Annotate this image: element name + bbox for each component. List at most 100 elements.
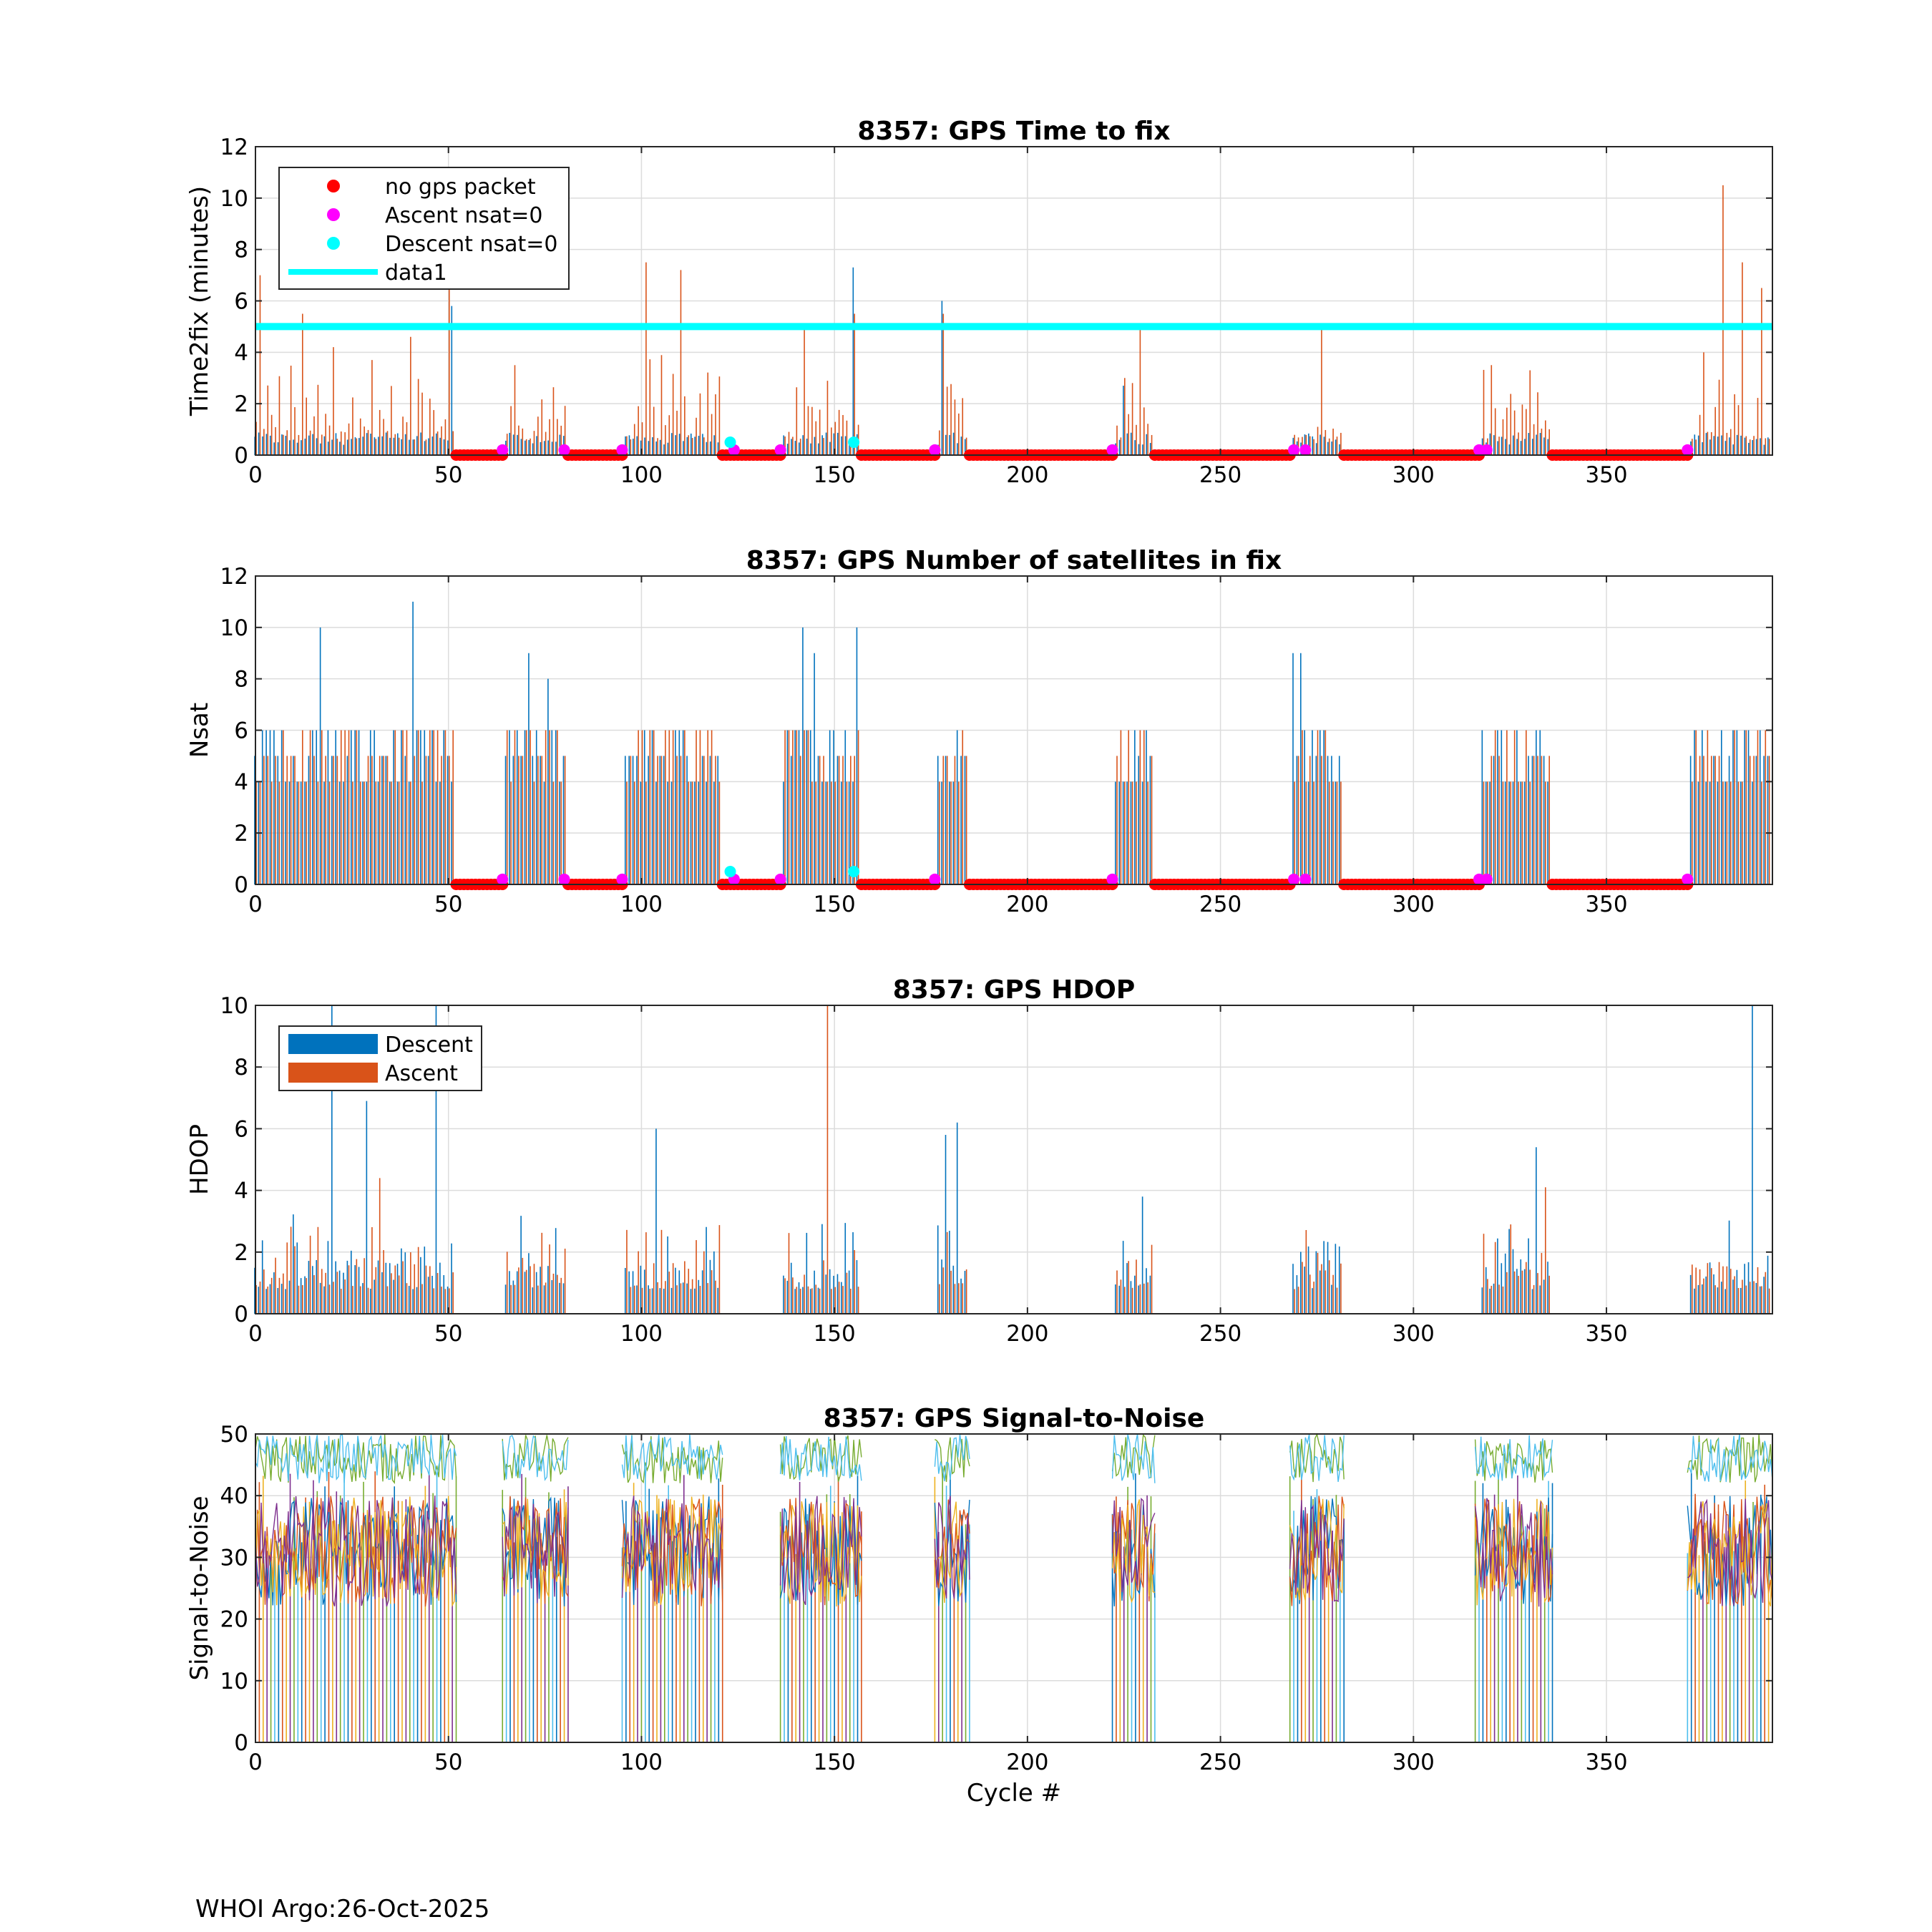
snr-line: [934, 1501, 970, 1604]
y-tick-label: 2: [234, 1240, 248, 1266]
ascent-nsat0-marker: [616, 444, 628, 456]
x-tick-label: 150: [814, 1750, 856, 1775]
legend-entry: no gps packet: [385, 175, 536, 200]
legend-marker-no-gps: [327, 180, 340, 192]
snr-line: [1474, 1439, 1553, 1483]
snr-line: [1289, 1498, 1345, 1601]
snr-line: [621, 1498, 723, 1606]
y-tick-label: 4: [234, 1179, 248, 1204]
x-tick-label: 50: [434, 1750, 462, 1775]
x-tick-label: 200: [1006, 1321, 1048, 1347]
descent-nsat0-marker: [848, 436, 860, 449]
x-tick-label: 0: [248, 462, 263, 488]
y-tick-label: 8: [234, 1055, 248, 1080]
y-tick-label: 6: [234, 289, 248, 315]
ascent-nsat0-marker: [1106, 873, 1118, 885]
snr-line: [255, 1496, 457, 1607]
snr-line: [621, 1434, 723, 1480]
descent-nsat0-marker: [724, 866, 736, 878]
plot-area: [255, 1005, 1772, 1314]
snr-line: [1289, 1500, 1345, 1603]
x-tick-label: 250: [1199, 1321, 1241, 1347]
snr-line: [1474, 1435, 1553, 1481]
axes-frame: [255, 1005, 1773, 1314]
ascent-nsat0-marker: [774, 873, 786, 885]
axes-frame: [255, 1433, 1773, 1743]
y-tick-label: 12: [220, 564, 248, 590]
x-tick-label: 300: [1392, 1321, 1435, 1347]
y-tick-label: 10: [220, 186, 248, 212]
y-tick-label: 2: [234, 821, 248, 847]
snr-line: [1289, 1434, 1345, 1483]
chart-title: 8357: GPS Time to fix: [857, 117, 1170, 146]
y-tick-label: 0: [234, 1302, 248, 1327]
x-tick-label: 100: [620, 462, 663, 488]
snr-line: [779, 1501, 862, 1607]
y-tick-label: 10: [220, 615, 248, 641]
y-tick-label: 6: [234, 718, 248, 744]
x-tick-label: 150: [814, 462, 856, 488]
x-tick-label: 100: [620, 892, 663, 917]
y-tick-label: 8: [234, 667, 248, 693]
x-tick-label: 150: [814, 1321, 856, 1347]
snr-line: [502, 1435, 569, 1481]
legend-marker-descent-nsat0: [327, 237, 340, 250]
x-tick-label: 150: [814, 892, 856, 917]
snr-line: [255, 1433, 457, 1483]
x-tick-label: 0: [248, 1321, 263, 1347]
y-tick-label: 20: [220, 1607, 248, 1633]
x-tick-label: 100: [620, 1321, 663, 1347]
x-tick-label: 300: [1392, 892, 1435, 917]
legend-hdop: Descent Ascent: [278, 1025, 482, 1091]
x-tick-label: 250: [1199, 1750, 1241, 1775]
x-tick-label: 50: [434, 462, 462, 488]
legend-marker-ascent-nsat0: [327, 208, 340, 221]
snr-line: [779, 1498, 862, 1606]
chart-title: 8357: GPS Signal-to-Noise: [824, 1404, 1205, 1433]
snr-line: [1687, 1496, 1773, 1606]
snr-line: [502, 1496, 569, 1604]
x-tick-label: 0: [248, 1750, 263, 1775]
x-tick-label: 100: [620, 1750, 663, 1775]
y-tick-label: 2: [234, 391, 248, 417]
snr-line: [1474, 1498, 1553, 1607]
snr-line: [1687, 1434, 1773, 1483]
snr-line: [255, 1496, 457, 1607]
legend-swatch-descent: [288, 1034, 378, 1054]
snr-line: [1111, 1499, 1156, 1604]
x-tick-label: 50: [434, 892, 462, 917]
x-tick-label: 350: [1585, 462, 1627, 488]
panel-1: 0 50 100 150 200 250 300 350 0 2 4 6 8 10 12 8357: GPS …: [185, 117, 1773, 488]
legend-swatch-ascent: [288, 1063, 378, 1083]
snr-line: [1111, 1433, 1156, 1478]
ascent-nsat0-marker: [774, 444, 786, 456]
x-axis-label: Cycle #: [967, 1779, 1061, 1807]
ascent-nsat0-marker: [1682, 873, 1694, 885]
y-tick-label: 30: [220, 1545, 248, 1571]
y-tick-label: 4: [234, 769, 248, 795]
legend-entry: Ascent: [385, 1061, 458, 1086]
ascent-nsat0-marker: [497, 873, 509, 885]
ascent-nsat0-marker: [1480, 873, 1493, 885]
panel-4: 0 50 100 150 200 250 300 350 0 10 20 30 40 50 8357: GP…: [185, 1404, 1773, 1807]
chart-title: 8357: GPS Number of satellites in fix: [746, 546, 1282, 575]
snr-line: [621, 1496, 723, 1602]
y-axis-label: Time2fix (minutes): [185, 186, 214, 416]
ascent-nsat0-marker: [929, 444, 941, 456]
ascent-nsat0-marker: [929, 873, 941, 885]
y-tick-label: 0: [234, 443, 248, 469]
legend-entry: Ascent nsat=0: [385, 203, 542, 228]
data-series: [255, 1433, 1773, 1742]
legend-entry: data1: [385, 260, 447, 286]
snr-line: [934, 1434, 970, 1482]
y-axis-label: Nsat: [185, 703, 214, 758]
y-tick-label: 50: [220, 1422, 248, 1448]
data-series: [254, 1005, 1770, 1314]
x-tick-label: 300: [1392, 462, 1435, 488]
y-axis-label: HDOP: [185, 1124, 214, 1195]
y-tick-label: 0: [234, 1730, 248, 1756]
ascent-nsat0-marker: [558, 873, 570, 885]
x-tick-label: 350: [1585, 1321, 1627, 1347]
y-tick-label: 12: [220, 135, 248, 160]
